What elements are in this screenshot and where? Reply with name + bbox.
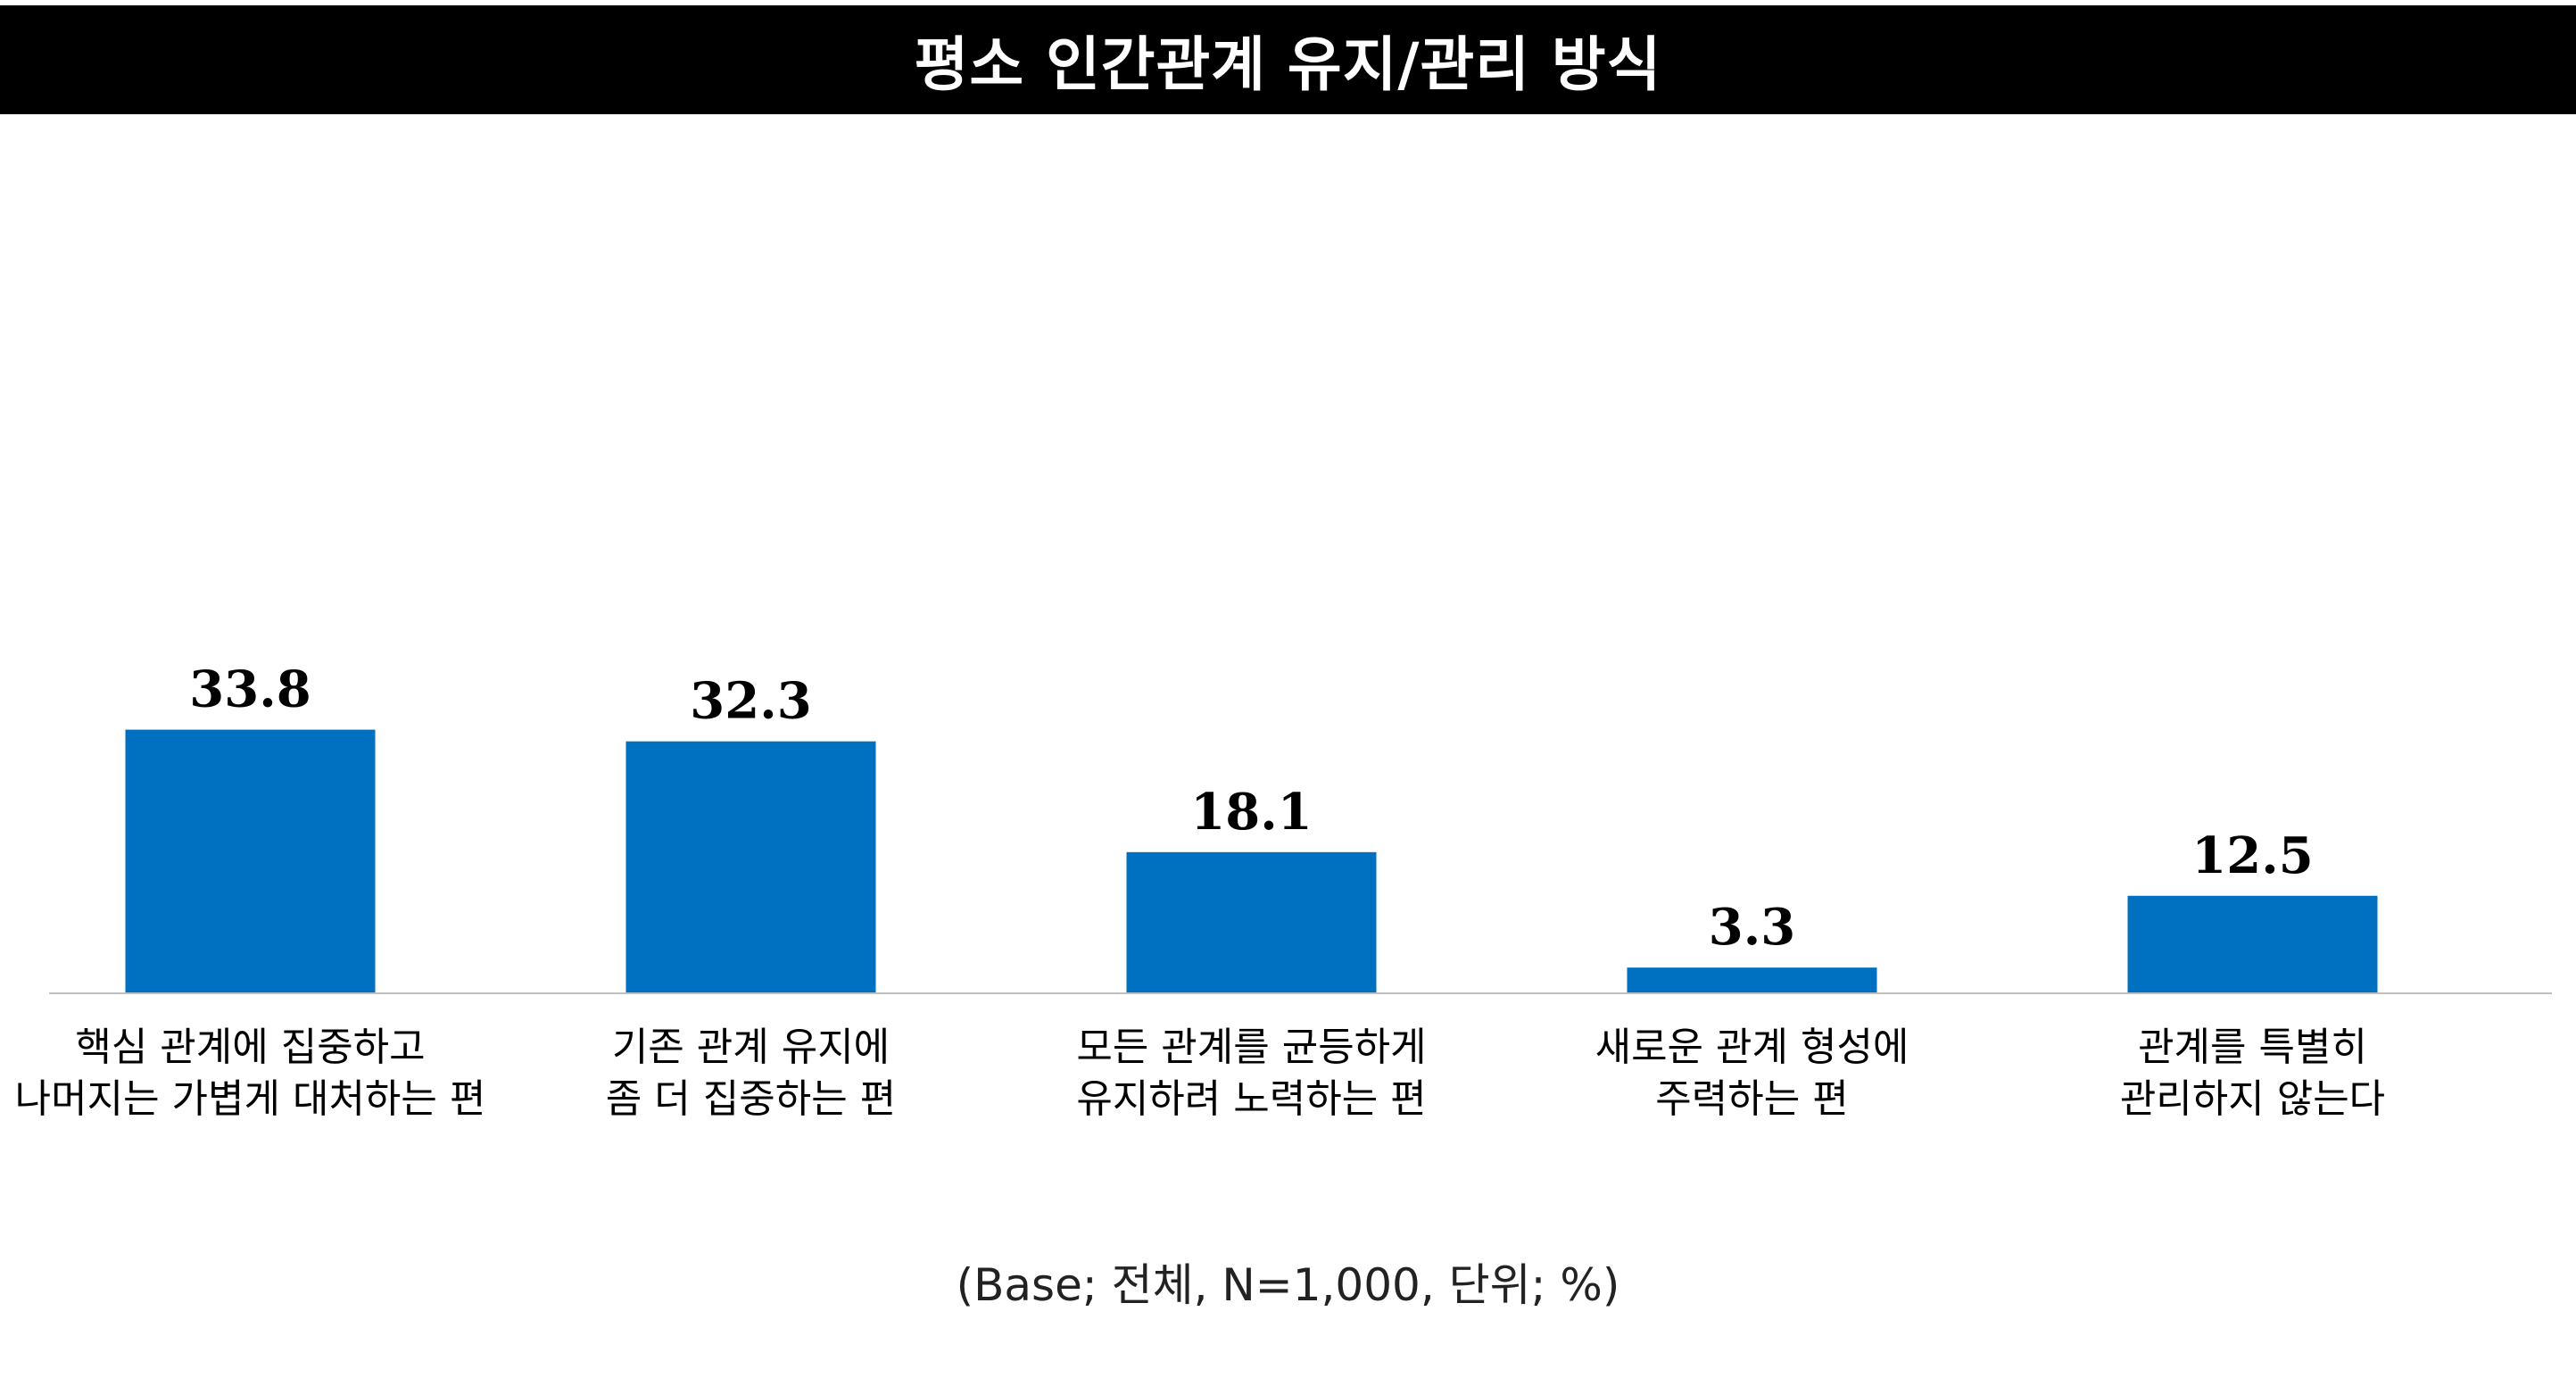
value-label-4: 3.3 bbox=[1709, 898, 1795, 957]
value-label-2: 32.3 bbox=[690, 672, 811, 731]
category-label-1-line-1: 핵심 관계에 집중하고 bbox=[75, 1025, 425, 1070]
value-labels-layer: 33.8 32.3 18.1 3.3 12.5 bbox=[189, 660, 2313, 958]
footnote: (Base; 전체, N=1,000, 단위; %) bbox=[956, 1259, 1620, 1311]
category-label-3-line-1: 모든 관계를 균등하게 bbox=[1076, 1025, 1426, 1070]
chart-title: 평소 인간관계 유지/관리 방식 bbox=[914, 30, 1662, 99]
title-bar: 평소 인간관계 유지/관리 방식 bbox=[0, 5, 2576, 114]
value-label-1: 33.8 bbox=[189, 660, 311, 719]
bars-layer bbox=[125, 729, 2378, 993]
category-label-4-line-1: 새로운 관계 형성에 bbox=[1595, 1025, 1909, 1070]
category-label-3-line-2: 유지하려 노력하는 편 bbox=[1076, 1076, 1426, 1122]
bar-2 bbox=[625, 741, 876, 993]
category-label-1-line-2: 나머지는 가볍게 대처하는 편 bbox=[15, 1076, 486, 1122]
category-label-2-line-2: 좀 더 집중하는 편 bbox=[606, 1076, 896, 1122]
category-label-5-line-1: 관계를 특별히 bbox=[2138, 1025, 2367, 1070]
bar-3 bbox=[1126, 851, 1377, 993]
category-label-4-line-2: 주력하는 편 bbox=[1655, 1076, 1848, 1122]
bar-4 bbox=[1627, 967, 1877, 993]
bar-5 bbox=[2127, 895, 2378, 993]
category-label-5-line-2: 관리하지 않는다 bbox=[2120, 1076, 2385, 1122]
category-label-2-line-1: 기존 관계 유지에 bbox=[612, 1025, 890, 1070]
value-label-5: 12.5 bbox=[2191, 826, 2313, 885]
bar-1 bbox=[125, 729, 376, 993]
value-label-3: 18.1 bbox=[1190, 783, 1312, 842]
